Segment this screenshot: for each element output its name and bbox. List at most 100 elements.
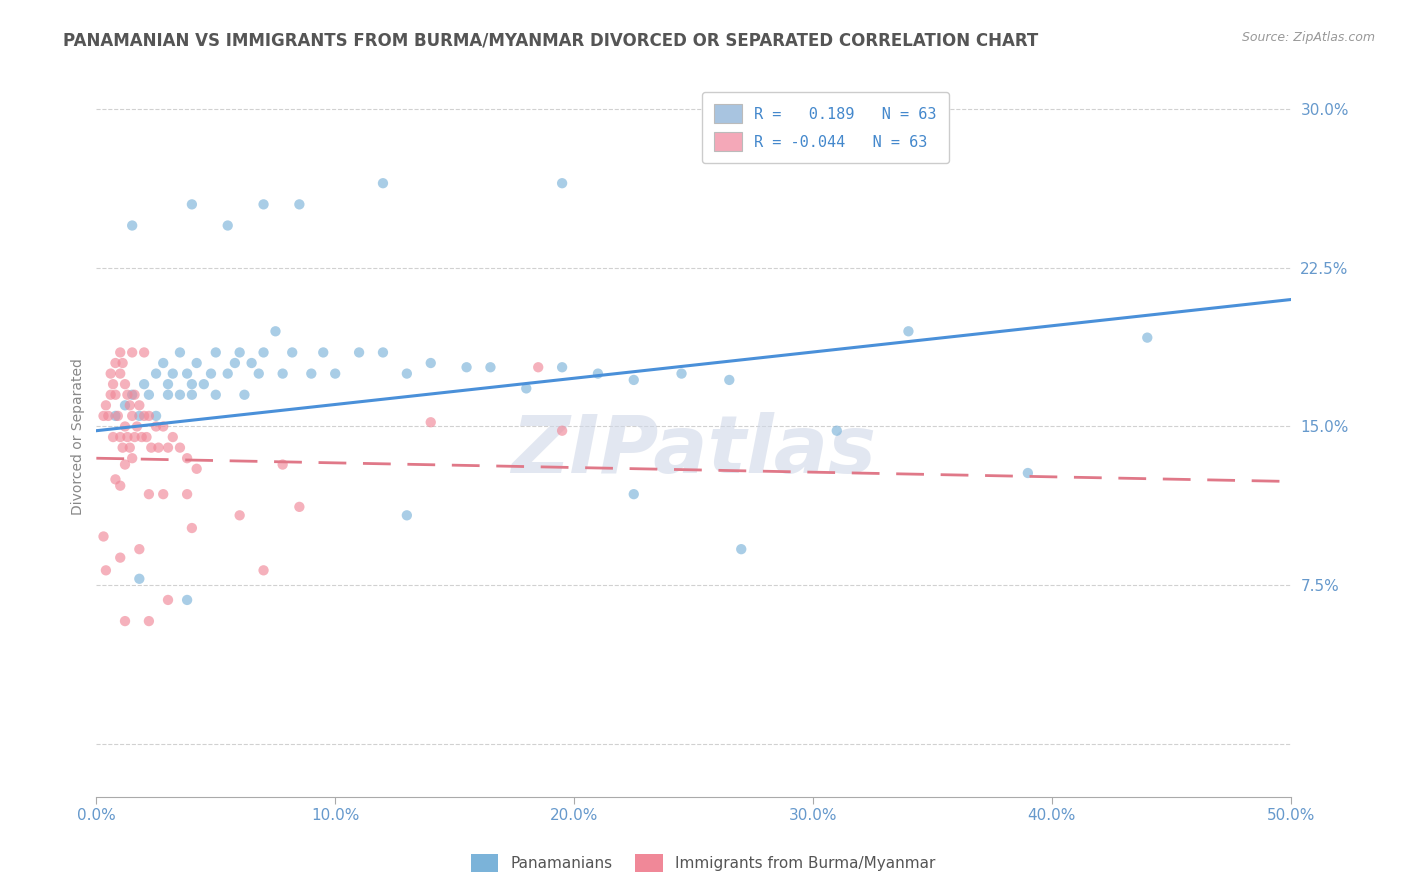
Point <box>252 563 274 577</box>
Point <box>419 356 441 370</box>
Point <box>395 508 418 523</box>
Point <box>145 419 167 434</box>
Point <box>104 388 127 402</box>
Text: ZIPatlas: ZIPatlas <box>510 412 876 491</box>
Point <box>94 563 117 577</box>
Point <box>180 377 202 392</box>
Point <box>623 487 645 501</box>
Point <box>299 367 322 381</box>
Point <box>114 419 136 434</box>
Point <box>371 345 394 359</box>
Legend: R =   0.189   N = 63, R = -0.044   N = 63: R = 0.189 N = 63, R = -0.044 N = 63 <box>702 92 949 163</box>
Point <box>138 409 160 423</box>
Point <box>93 409 115 423</box>
Point <box>101 377 124 392</box>
Point <box>162 430 184 444</box>
Point <box>527 360 550 375</box>
Point <box>94 398 117 412</box>
Point <box>515 381 537 395</box>
Point <box>156 377 179 392</box>
Point <box>217 219 239 233</box>
Point <box>288 500 311 514</box>
Point <box>312 345 335 359</box>
Point <box>551 360 574 375</box>
Point <box>118 398 141 412</box>
Point <box>730 542 752 557</box>
Point <box>252 197 274 211</box>
Point <box>138 487 160 501</box>
Point <box>111 356 134 370</box>
Point <box>110 345 132 359</box>
Point <box>671 367 693 381</box>
Point <box>233 388 256 402</box>
Point <box>288 197 311 211</box>
Point <box>114 614 136 628</box>
Point <box>110 479 132 493</box>
Point <box>124 388 146 402</box>
Point <box>264 324 287 338</box>
Point <box>176 451 198 466</box>
Point <box>252 345 274 359</box>
Point <box>114 398 136 412</box>
Point <box>131 430 153 444</box>
Point <box>224 356 246 370</box>
Point <box>176 367 198 381</box>
Point <box>97 409 120 423</box>
Point <box>152 487 174 501</box>
Y-axis label: Divorced or Separated: Divorced or Separated <box>72 359 86 516</box>
Point <box>176 487 198 501</box>
Point <box>121 388 143 402</box>
Point <box>152 419 174 434</box>
Point <box>104 472 127 486</box>
Point <box>200 367 222 381</box>
Point <box>128 398 150 412</box>
Text: Source: ZipAtlas.com: Source: ZipAtlas.com <box>1241 31 1375 45</box>
Point <box>125 419 148 434</box>
Text: PANAMANIAN VS IMMIGRANTS FROM BURMA/MYANMAR DIVORCED OR SEPARATED CORRELATION CH: PANAMANIAN VS IMMIGRANTS FROM BURMA/MYAN… <box>63 31 1039 49</box>
Point <box>271 458 294 472</box>
Point <box>128 572 150 586</box>
Point <box>148 441 170 455</box>
Point <box>117 388 139 402</box>
Point <box>101 430 124 444</box>
Point <box>240 356 263 370</box>
Point <box>138 614 160 628</box>
Point <box>718 373 741 387</box>
Point <box>586 367 609 381</box>
Point <box>124 430 146 444</box>
Point <box>551 176 574 190</box>
Point <box>134 345 156 359</box>
Point <box>228 508 250 523</box>
Point <box>110 550 132 565</box>
Point <box>141 441 163 455</box>
Point <box>134 377 156 392</box>
Point <box>93 529 115 543</box>
Point <box>110 367 132 381</box>
Point <box>100 367 122 381</box>
Point <box>1136 331 1159 345</box>
Point <box>121 409 143 423</box>
Point <box>104 409 127 423</box>
Point <box>176 593 198 607</box>
Point <box>193 377 215 392</box>
Point <box>107 409 129 423</box>
Point <box>117 430 139 444</box>
Point <box>110 430 132 444</box>
Point <box>228 345 250 359</box>
Point <box>135 430 157 444</box>
Point <box>217 367 239 381</box>
Point <box>169 388 191 402</box>
Point <box>111 441 134 455</box>
Point <box>162 367 184 381</box>
Point <box>100 388 122 402</box>
Point <box>145 409 167 423</box>
Point <box>121 219 143 233</box>
Point <box>156 593 179 607</box>
Point <box>247 367 270 381</box>
Point <box>180 521 202 535</box>
Point <box>186 462 208 476</box>
Point <box>156 441 179 455</box>
Point <box>551 424 574 438</box>
Point <box>104 356 127 370</box>
Legend: Panamanians, Immigrants from Burma/Myanmar: Panamanians, Immigrants from Burma/Myanm… <box>463 846 943 880</box>
